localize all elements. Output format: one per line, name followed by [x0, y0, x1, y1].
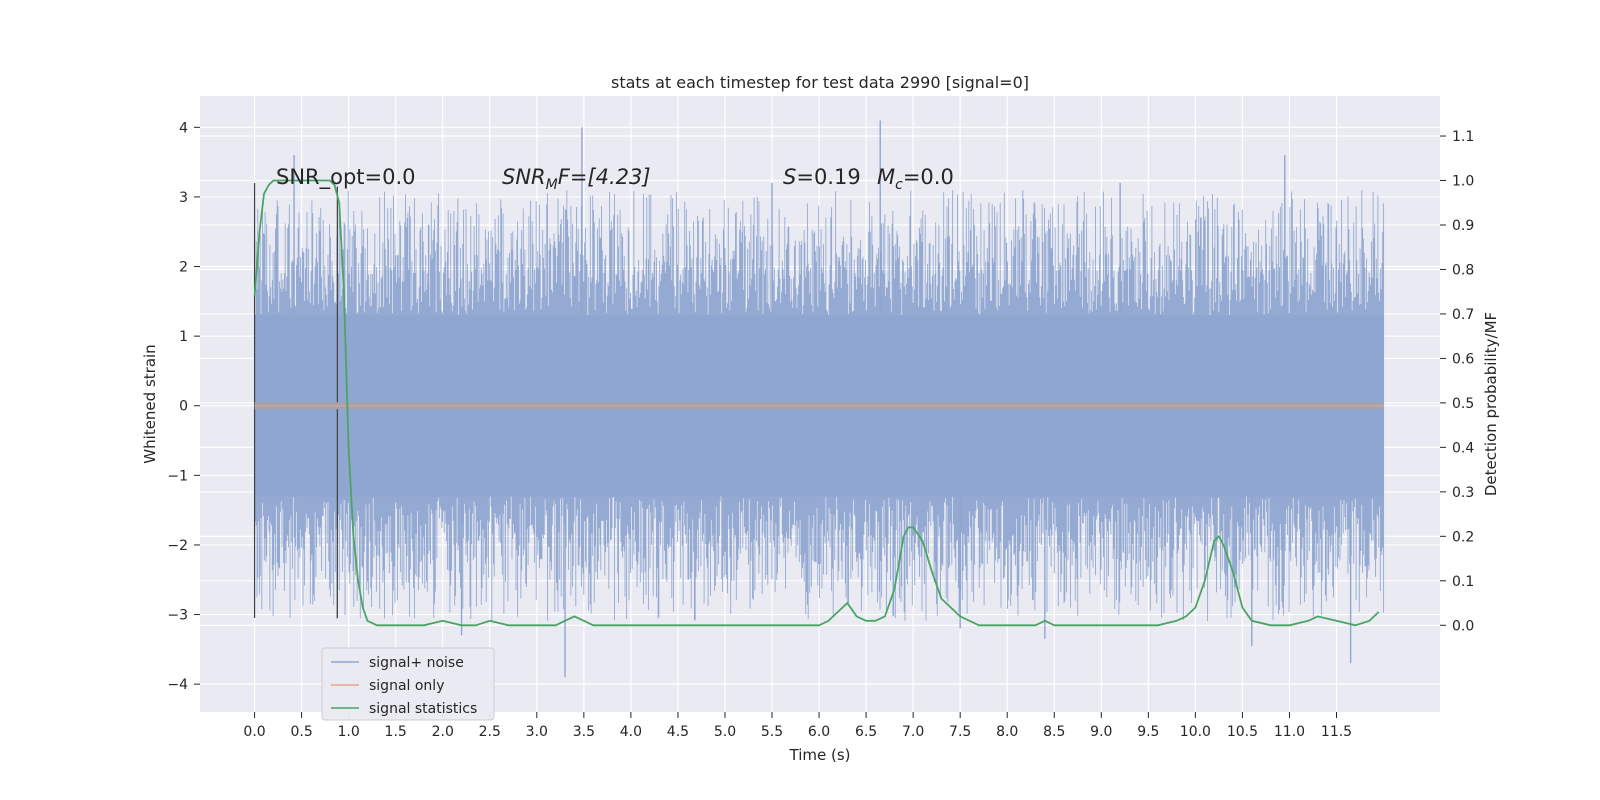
- right-y-axis-label: Detection probability/MF: [1482, 312, 1500, 496]
- x-tick-label: 1.0: [338, 724, 360, 740]
- legend-box: [321, 647, 495, 721]
- right-y-tick-label: 0.8: [1452, 262, 1474, 278]
- x-tick-label: 5.0: [714, 724, 736, 740]
- legend-label-signal-noise: signal+ noise: [369, 655, 464, 671]
- x-tick-labels: 0.0 0.5 1.0 1.5 2.0 2.5 3.0 3.5 4.0 4.5 5.0 5.5 6.0 6…: [243, 712, 1352, 740]
- right-y-tick-label: 0.0: [1452, 618, 1474, 634]
- snr-opt-annotation: SNR_opt=0.0: [276, 165, 416, 190]
- x-tick-label: 3.5: [573, 724, 595, 740]
- x-tick-label: 4.0: [620, 724, 642, 740]
- x-tick-label: 1.5: [385, 724, 407, 740]
- mc-main: M: [877, 165, 895, 189]
- x-tick-label: 8.0: [996, 724, 1018, 740]
- right-y-tick-label: 0.1: [1452, 574, 1474, 590]
- x-axis-label: Time (s): [789, 746, 851, 764]
- right-y-tick-label: 0.5: [1452, 396, 1474, 412]
- x-tick-label: 9.5: [1137, 724, 1159, 740]
- right-y-tick-label: 0.9: [1452, 218, 1474, 234]
- mc-sub: c: [895, 177, 903, 193]
- x-tick-label: 7.5: [949, 724, 971, 740]
- chart-title: stats at each timestep for test data 299…: [611, 73, 1029, 92]
- s-annotation: S=0.19: [783, 165, 861, 189]
- x-tick-label: 3.0: [526, 724, 548, 740]
- left-y-tick-label: 1: [179, 329, 188, 345]
- x-tick-label: 9.0: [1090, 724, 1112, 740]
- legend: signal+ noise signal only signal statist…: [321, 647, 495, 721]
- right-y-tick-label: 0.3: [1452, 485, 1474, 501]
- right-y-tick-label: 1.1: [1452, 129, 1474, 145]
- left-y-tick-label: −2: [167, 538, 188, 554]
- x-tick-label: 5.5: [761, 724, 783, 740]
- x-tick-label: 11.0: [1274, 724, 1305, 740]
- left-y-tick-label: 4: [179, 120, 188, 136]
- right-y-tick-label: 1.0: [1452, 174, 1474, 190]
- left-y-tick-label: 3: [179, 190, 188, 206]
- x-tick-label: 2.0: [432, 724, 454, 740]
- x-tick-label: 6.0: [808, 724, 830, 740]
- signal-only-series: [254, 402, 1384, 410]
- x-tick-label: 10.5: [1227, 724, 1258, 740]
- x-tick-label: 0.0: [243, 724, 265, 740]
- x-tick-label: 0.5: [290, 724, 312, 740]
- x-tick-label: 6.5: [855, 724, 877, 740]
- s-main: S: [783, 165, 796, 189]
- left-y-axis-label: Whitened strain: [141, 344, 159, 463]
- snr-mf-main: SNR: [502, 165, 546, 189]
- signal-statistics-trace: [253, 179, 1380, 627]
- right-y-tick-label: 0.2: [1452, 529, 1474, 545]
- left-y-tick-label: −1: [167, 468, 188, 484]
- left-y-tick-label: −4: [167, 677, 188, 693]
- x-tick-label: 10.0: [1180, 724, 1211, 740]
- right-y-tick-label: 0.4: [1452, 440, 1474, 456]
- x-tick-label: 2.5: [479, 724, 501, 740]
- right-y-tick-label: 0.6: [1452, 351, 1474, 367]
- left-y-tick-label: −3: [167, 608, 188, 624]
- x-tick-label: 8.5: [1043, 724, 1065, 740]
- snr-mf-annotation: SNRMF=[4.23]: [502, 165, 651, 193]
- x-tick-label: 4.5: [667, 724, 689, 740]
- mc-rest: =0.0: [903, 165, 954, 189]
- x-tick-label: 7.0: [902, 724, 924, 740]
- legend-label-signal-only: signal only: [369, 678, 444, 694]
- right-y-tick-label: 0.7: [1452, 307, 1474, 323]
- legend-label-signal-statistics: signal statistics: [369, 701, 477, 717]
- mc-annotation: Mc=0.0: [877, 165, 954, 193]
- left-y-tick-labels: −4 −3 −2 −1 0 1 2 3 4: [167, 120, 200, 693]
- x-tick-label: 11.5: [1321, 724, 1352, 740]
- left-y-tick-label: 2: [179, 260, 188, 276]
- snr-mf-rest: F=[4.23]: [558, 165, 651, 189]
- s-rest: =0.19: [796, 165, 860, 189]
- left-y-tick-label: 0: [179, 399, 188, 415]
- snr-mf-sub: M: [546, 177, 558, 193]
- right-y-tick-labels: 0.0 0.1 0.2 0.3 0.4 0.5 0.6 0.7 0.8 0.9 1.0 1.1: [1440, 129, 1474, 634]
- signal-statistics-series: [253, 179, 1380, 627]
